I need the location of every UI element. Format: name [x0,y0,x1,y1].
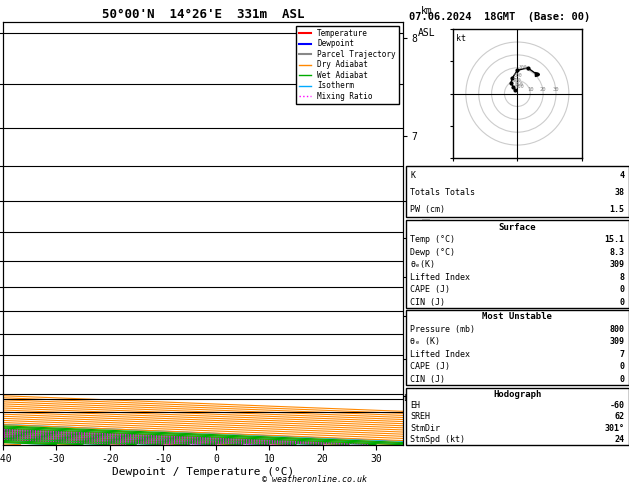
Text: Lifted Index: Lifted Index [410,273,470,282]
Text: 0: 0 [620,285,625,295]
Text: 20: 20 [540,87,547,92]
Text: StmSpd (kt): StmSpd (kt) [410,435,465,444]
Text: 309: 309 [610,337,625,346]
Bar [406,388,629,445]
Bar [406,220,629,308]
Text: θₑ(K): θₑ(K) [410,260,435,269]
Text: 24: 24 [615,435,625,444]
Text: EH: EH [410,401,420,410]
Title: 50°00'N  14°26'E  331m  ASL: 50°00'N 14°26'E 331m ASL [102,8,304,21]
Text: 15.1: 15.1 [604,235,625,244]
Text: SREH: SREH [410,412,430,421]
Text: 0: 0 [620,362,625,371]
Text: 850: 850 [515,82,523,87]
Legend: Temperature, Dewpoint, Parcel Trajectory, Dry Adiabat, Wet Adiabat, Isotherm, Mi: Temperature, Dewpoint, Parcel Trajectory… [296,26,399,104]
X-axis label: Dewpoint / Temperature (°C): Dewpoint / Temperature (°C) [112,467,294,477]
Bar [406,310,629,385]
Text: CIN (J): CIN (J) [410,375,445,384]
Text: Totals Totals: Totals Totals [410,188,475,197]
Y-axis label: Mixing Ratio (g/kg): Mixing Ratio (g/kg) [418,177,428,289]
Text: 0: 0 [620,298,625,307]
Text: 1.5: 1.5 [610,205,625,214]
Text: kt: kt [455,35,465,43]
Text: 950: 950 [516,85,525,89]
Text: 500: 500 [513,73,522,78]
Text: CAPE (J): CAPE (J) [410,362,450,371]
Text: 300: 300 [519,65,527,70]
Text: CIN (J): CIN (J) [410,298,445,307]
Text: 8: 8 [620,273,625,282]
Text: 4: 4 [620,171,625,180]
Text: 30: 30 [553,87,559,92]
Text: Pressure (mb): Pressure (mb) [410,325,475,333]
Text: ASL: ASL [418,28,435,38]
Text: Temp (°C): Temp (°C) [410,235,455,244]
Text: Dewp (°C): Dewp (°C) [410,248,455,257]
Text: 700: 700 [512,78,521,83]
Text: LCL: LCL [403,394,418,403]
Text: Most Unstable: Most Unstable [482,312,552,321]
Text: 8.3: 8.3 [610,248,625,257]
Text: 10: 10 [527,87,533,92]
Bar [406,166,629,217]
Text: -60: -60 [610,401,625,410]
Text: K: K [410,171,415,180]
Text: 0: 0 [620,375,625,384]
Text: θₑ (K): θₑ (K) [410,337,440,346]
Text: 301°: 301° [604,424,625,433]
Text: StmDir: StmDir [410,424,440,433]
Text: 38: 38 [615,188,625,197]
Text: 62: 62 [615,412,625,421]
Text: 7: 7 [620,350,625,359]
Text: Hodograph: Hodograph [493,390,542,399]
Text: © weatheronline.co.uk: © weatheronline.co.uk [262,474,367,484]
Text: 309: 309 [610,260,625,269]
Text: Surface: Surface [499,223,536,231]
Text: CAPE (J): CAPE (J) [410,285,450,295]
Text: 800: 800 [610,325,625,333]
Text: 07.06.2024  18GMT  (Base: 00): 07.06.2024 18GMT (Base: 00) [409,12,590,22]
Text: Lifted Index: Lifted Index [410,350,470,359]
Text: PW (cm): PW (cm) [410,205,445,214]
Text: km: km [421,5,432,16]
